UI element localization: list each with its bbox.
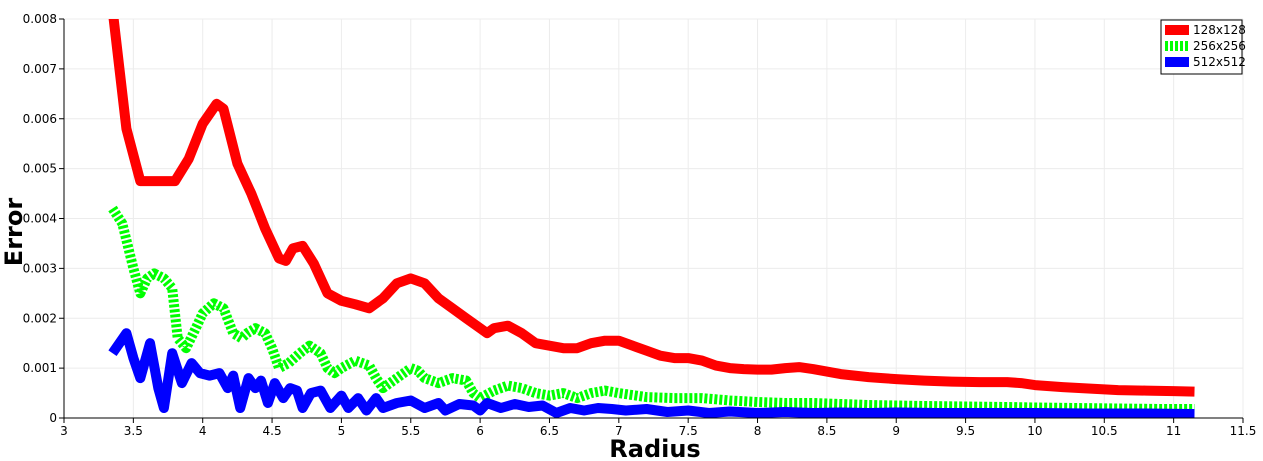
- series-lines: [108, 19, 1195, 418]
- y-tick-label-4: 0.004: [23, 212, 57, 226]
- x-tick-label-12: 9: [892, 424, 900, 438]
- x-tick-label-16: 11: [1166, 424, 1181, 438]
- x-tick-label-17: 11.5: [1230, 424, 1257, 438]
- y-tick-label-3: 0.003: [23, 261, 57, 275]
- y-tick-label-5: 0.005: [23, 162, 57, 176]
- series-line-128x128: [108, 19, 1195, 397]
- x-tick-label-14: 10: [1027, 424, 1042, 438]
- legend-swatch-512x512: [1165, 57, 1189, 67]
- series-line-512x512: [108, 328, 1195, 418]
- y-tick-label-7: 0.007: [23, 62, 57, 76]
- y-tick-label-0: 0: [49, 411, 57, 425]
- series-line-256x256: [108, 205, 1195, 414]
- x-tick-label-11: 8.5: [817, 424, 836, 438]
- y-tick-label-6: 0.006: [23, 112, 57, 126]
- x-tick-label-7: 6.5: [540, 424, 559, 438]
- y-tick-label-1: 0.001: [23, 361, 57, 375]
- y-axis-title: Error: [0, 198, 28, 267]
- x-tick-label-1: 3.5: [124, 424, 143, 438]
- x-tick-label-13: 9.5: [956, 424, 975, 438]
- x-tick-label-5: 5.5: [401, 424, 420, 438]
- x-tick-label-6: 6: [476, 424, 484, 438]
- x-tick-label-0: 3: [60, 424, 68, 438]
- legend-swatch-128x128: [1165, 25, 1189, 35]
- x-tick-label-4: 5: [338, 424, 346, 438]
- legend-label-128x128: 128x128: [1193, 23, 1246, 37]
- x-tick-label-3: 4.5: [263, 424, 282, 438]
- legend: 128x128 256x256 512x512: [1160, 19, 1246, 75]
- x-tick-label-2: 4: [199, 424, 207, 438]
- x-tick-label-8: 7: [615, 424, 623, 438]
- y-tick-label-2: 0.002: [23, 311, 57, 325]
- legend-label-256x256: 256x256: [1193, 39, 1246, 53]
- grid: [63, 18, 1244, 419]
- legend-label-512x512: 512x512: [1193, 55, 1246, 69]
- axes: 3 3.5 4 4.5 5 5.5 6 6.5 7 7.5 8 8.5 9 9.5 10 10.5 11 11.5…: [23, 12, 1257, 438]
- x-tick-label-9: 7.5: [679, 424, 698, 438]
- x-tick-label-10: 8: [754, 424, 762, 438]
- y-tick-label-8: 0.008: [23, 12, 57, 26]
- x-axis-title: Radius: [609, 435, 700, 461]
- x-tick-label-15: 10.5: [1091, 424, 1118, 438]
